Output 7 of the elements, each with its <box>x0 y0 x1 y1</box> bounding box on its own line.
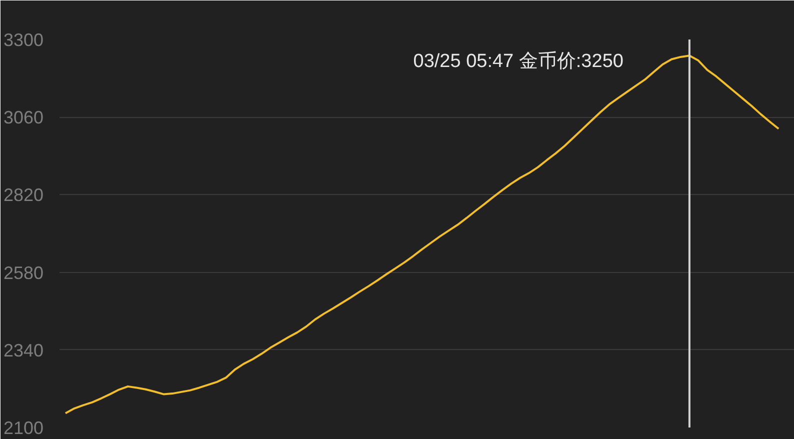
y-tick-label: 2820 <box>3 185 44 206</box>
y-tick-label: 2100 <box>3 418 44 438</box>
y-tick-label: 2580 <box>3 262 44 283</box>
y-tick-label: 3300 <box>3 30 44 50</box>
y-tick-label: 3060 <box>3 108 44 128</box>
y-tick-label: 2340 <box>3 340 44 360</box>
annotation: 03/25 05:47 金币价:3250 <box>413 51 624 72</box>
